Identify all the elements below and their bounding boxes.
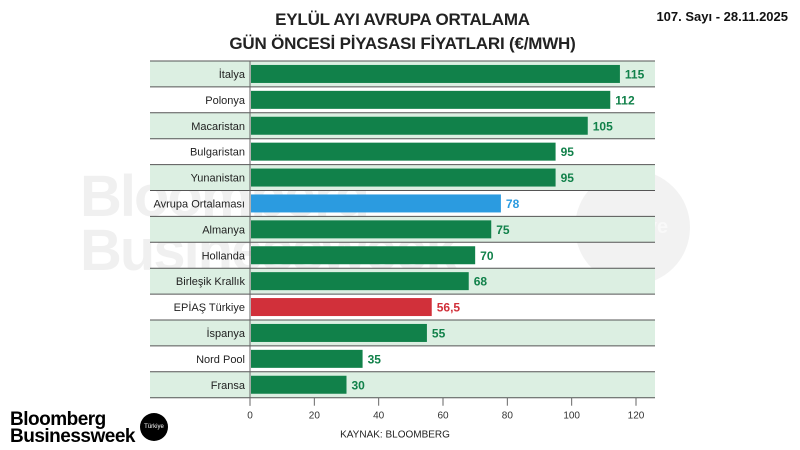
category-label: Nord Pool <box>196 354 245 366</box>
category-label: İtalya <box>219 68 246 81</box>
value-label: 68 <box>474 275 488 289</box>
chart-title-line2: GÜN ÖNCESİ PİYASASI FİYATLARI (€/MWH) <box>229 34 576 53</box>
category-label: EPİAŞ Türkiye <box>174 301 245 314</box>
bar-9 <box>251 298 432 317</box>
x-tick-label: 20 <box>309 411 321 422</box>
turkiye-badge: Türkiye <box>140 413 168 441</box>
bar-8 <box>251 272 469 291</box>
x-tick-label: 120 <box>628 411 645 422</box>
bar-4 <box>251 168 556 187</box>
value-label: 105 <box>593 119 613 133</box>
bar-11 <box>251 349 363 368</box>
logo-line2: Businessweek <box>10 426 135 447</box>
category-label: Bulgaristan <box>190 147 245 159</box>
x-tick-label: 80 <box>502 411 514 422</box>
value-label: 35 <box>368 352 382 366</box>
issue-date: 107. Sayı - 28.11.2025 <box>656 9 788 24</box>
x-tick-label: 60 <box>437 411 449 422</box>
value-label: 30 <box>352 378 366 392</box>
x-tick-label: 100 <box>563 411 580 422</box>
value-label: 112 <box>615 93 635 107</box>
logo-line1: Bloomberg <box>10 409 106 430</box>
x-tick-label: 0 <box>247 411 253 422</box>
bar-5 <box>251 194 501 213</box>
bar-6 <box>251 220 492 239</box>
value-label: 78 <box>506 197 520 211</box>
value-label: 70 <box>480 249 494 263</box>
bar-2 <box>251 116 588 135</box>
category-label: Yunanistan <box>191 173 245 185</box>
value-label: 75 <box>496 223 510 237</box>
category-label: Hollanda <box>202 250 246 262</box>
value-label: 95 <box>561 145 575 159</box>
chart-title-line1: EYLÜL AYI AVRUPA ORTALAMA <box>275 10 530 29</box>
category-label: İspanya <box>206 327 245 340</box>
category-label: Polonya <box>205 95 246 107</box>
bloomberg-businessweek-logo: Bloomberg Businessweek <box>10 409 135 447</box>
category-label: Macaristan <box>191 121 245 133</box>
bar-7 <box>251 246 476 265</box>
bar-0 <box>251 64 620 83</box>
category-label: Almanya <box>202 224 246 236</box>
bar-10 <box>251 323 427 342</box>
value-label: 95 <box>561 171 575 185</box>
bar-1 <box>251 90 611 109</box>
value-label: 115 <box>625 67 645 81</box>
value-label: 55 <box>432 326 446 340</box>
bar-3 <box>251 142 556 161</box>
category-label: Avrupa Ortalaması <box>153 198 245 210</box>
bar-12 <box>251 375 347 394</box>
category-label: Fransa <box>211 380 246 392</box>
x-tick-label: 40 <box>373 411 385 422</box>
source-note: KAYNAK: BLOOMBERG <box>340 430 450 441</box>
row-band <box>150 371 655 398</box>
value-label: 56,5 <box>437 301 461 315</box>
category-label: Birleşik Krallık <box>176 276 246 288</box>
